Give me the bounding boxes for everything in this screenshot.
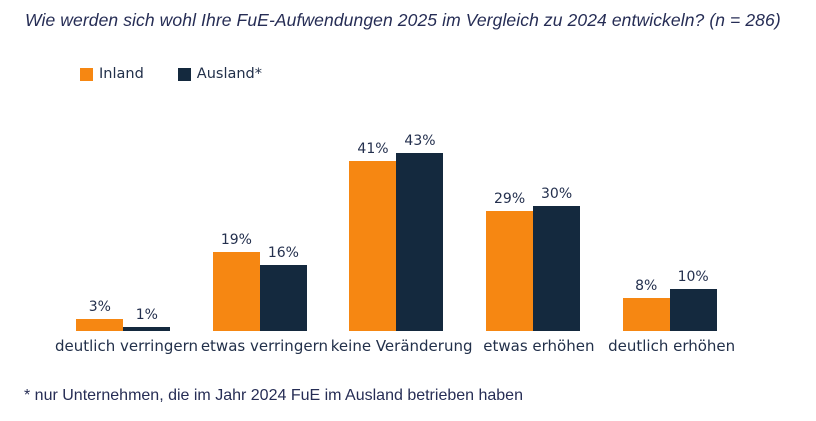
ausland-swatch-icon [177, 67, 191, 81]
bar-group-2: 19% 16% [192, 120, 329, 331]
barwrap: 29% [486, 191, 534, 331]
bar-inland-4 [486, 211, 534, 331]
barwrap: 8% [622, 278, 670, 331]
bar-inland-2 [212, 252, 260, 331]
barwrap: 30% [533, 186, 581, 331]
bar-inland-3 [349, 161, 397, 331]
category-label-5: deutlich erhöhen [608, 337, 736, 355]
barwrap: 43% [396, 133, 444, 331]
barwrap: 16% [259, 245, 307, 331]
legend-item-ausland: Ausland* [177, 66, 263, 82]
chart-title: Wie werden sich wohl Ihre FuE-Aufwendung… [25, 10, 781, 30]
legend: Inland Ausland* [80, 66, 262, 82]
value-label-ausland-1: 1% [135, 307, 158, 323]
value-label-inland-5: 8% [635, 278, 658, 294]
value-label-ausland-4: 30% [541, 186, 573, 202]
bar-ausland-3 [396, 153, 444, 331]
bar-group-1: 3% 1% [55, 120, 192, 331]
bar-inland-1 [76, 319, 124, 331]
inland-swatch-icon [80, 67, 93, 81]
barwrap: 41% [349, 141, 397, 331]
bar-ausland-2 [259, 265, 307, 331]
bar-inland-5 [622, 298, 670, 331]
bar-chart-plot-area: 3% 1% 19% 16% 41% 43% 29% 30% 8% 10% [55, 120, 738, 331]
bar-ausland-4 [533, 206, 581, 331]
value-label-inland-2: 19% [220, 232, 252, 248]
legend-label-inland: Inland [99, 66, 144, 82]
value-label-ausland-3: 43% [404, 133, 436, 149]
bar-group-5: 8% 10% [601, 120, 738, 331]
category-axis: deutlich verringern etwas verringern keine… [55, 337, 738, 355]
footnote: * nur Unternehmen, die im Jahr 2024 FuE … [24, 387, 523, 404]
value-label-inland-4: 29% [494, 191, 526, 207]
barwrap: 10% [669, 269, 717, 331]
legend-label-ausland: Ausland* [196, 66, 263, 82]
category-label-4: etwas erhöhen [483, 337, 595, 355]
bar-group-4: 29% 30% [465, 120, 602, 331]
barwrap: 1% [123, 307, 171, 331]
value-label-inland-1: 3% [88, 299, 111, 315]
value-label-ausland-5: 10% [677, 269, 709, 285]
barwrap: 3% [76, 299, 124, 331]
value-label-ausland-2: 16% [267, 245, 299, 261]
bar-ausland-5 [669, 289, 717, 331]
bar-ausland-1 [123, 327, 171, 331]
barwrap: 19% [212, 232, 260, 331]
category-label-3: keine Veränderung [330, 337, 473, 355]
category-label-1: deutlich verringern [55, 337, 199, 355]
value-label-inland-3: 41% [357, 141, 389, 157]
category-label-2: etwas verringern [200, 337, 328, 355]
legend-item-inland: Inland [80, 66, 144, 82]
bar-group-3: 41% 43% [328, 120, 465, 331]
